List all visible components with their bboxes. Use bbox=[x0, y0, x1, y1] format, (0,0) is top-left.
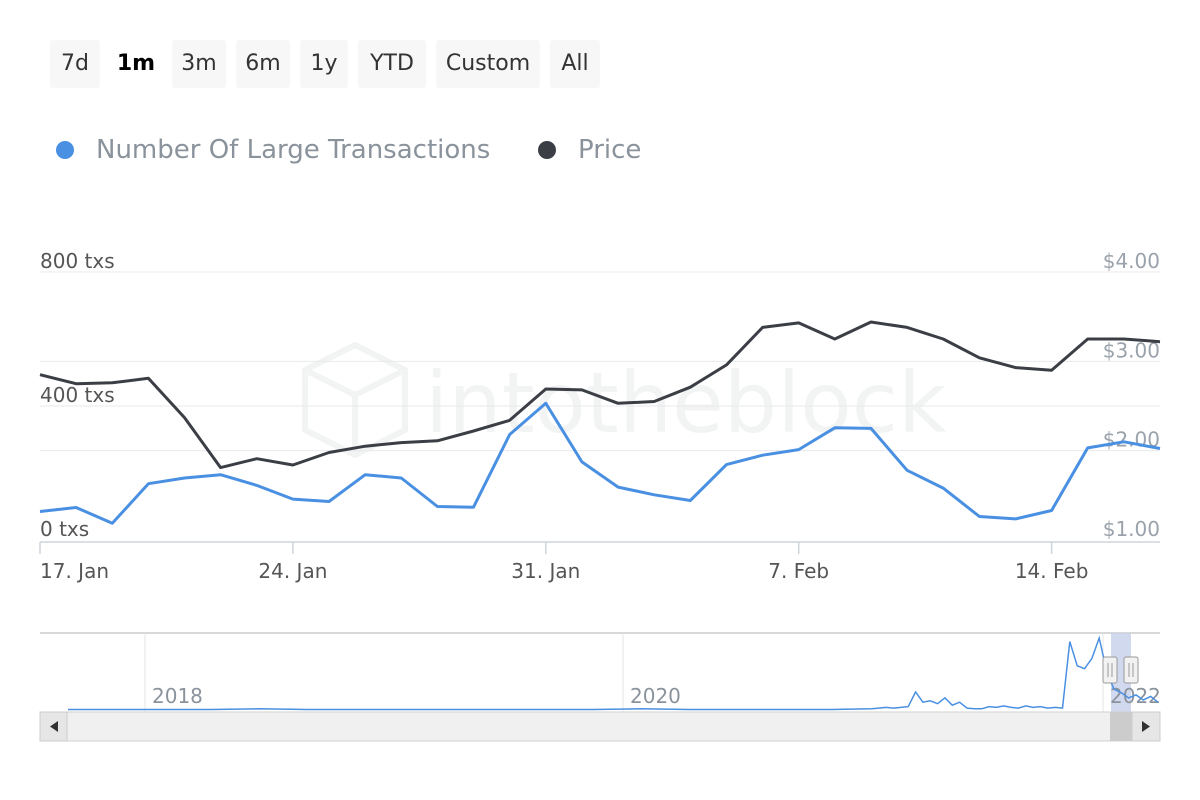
scrollbar-track[interactable] bbox=[39, 711, 1161, 742]
x-tick-label: 7. Feb bbox=[768, 559, 829, 583]
navigator-handle-left[interactable] bbox=[1102, 656, 1118, 684]
y-right-tick-label: $1.00 bbox=[1103, 517, 1160, 541]
navigator-year-2018: 2018 bbox=[152, 684, 203, 708]
x-axis: 17. Jan 24. Jan 31. Jan 7. Feb 14. Feb bbox=[39, 541, 1160, 583]
range-button-7d[interactable]: 7d bbox=[50, 40, 100, 88]
range-button-1y[interactable]: 1y bbox=[300, 40, 348, 88]
watermark-logo-icon bbox=[302, 341, 408, 459]
y-left-tick-label: 800 txs bbox=[40, 249, 115, 273]
range-button-1m[interactable]: 1m bbox=[110, 40, 162, 88]
x-tick-label: 24. Jan bbox=[258, 559, 327, 583]
navigator-series-line bbox=[68, 635, 1159, 711]
y-axis-right: $1.00$2.00$3.00$4.00 bbox=[1103, 249, 1160, 541]
legend-label-transactions: Number Of Large Transactions bbox=[96, 135, 491, 165]
range-button-custom[interactable]: Custom bbox=[436, 40, 540, 88]
y-left-tick-label: 0 txs bbox=[40, 517, 89, 541]
series-line-transactions bbox=[39, 401, 1161, 525]
range-button-all[interactable]: All bbox=[550, 40, 600, 88]
watermark-text: intotheblock bbox=[425, 354, 947, 452]
y-axis-left: 0 txs 400 txs 800 txs bbox=[40, 249, 115, 541]
range-button-6m[interactable]: 6m bbox=[236, 40, 290, 88]
legend-dot-price bbox=[538, 141, 556, 159]
series-line-price bbox=[39, 320, 1161, 470]
range-button-ytd[interactable]: YTD bbox=[358, 40, 426, 88]
x-tick-label: 14. Feb bbox=[1015, 559, 1089, 583]
arrow-right-icon bbox=[1142, 721, 1150, 732]
legend-item-transactions[interactable]: Number Of Large Transactions bbox=[56, 130, 490, 170]
y-right-tick-label: $4.00 bbox=[1103, 249, 1160, 273]
x-tick-label: 17. Jan bbox=[40, 559, 109, 583]
x-tick-label: 31. Jan bbox=[511, 559, 580, 583]
legend-dot-transactions bbox=[56, 141, 74, 159]
navigator-handle-right[interactable] bbox=[1123, 656, 1139, 684]
legend-label-price: Price bbox=[578, 135, 642, 165]
series-layer bbox=[39, 320, 1161, 525]
navigator: 2018 2020 2022 bbox=[40, 632, 1161, 713]
legend-item-price[interactable]: Price bbox=[538, 130, 641, 170]
navigator-year-2022: 2022 bbox=[1110, 684, 1161, 708]
arrow-left-icon bbox=[50, 721, 58, 732]
navigator-selected-range[interactable] bbox=[1111, 633, 1131, 713]
scrollbar-thumb[interactable] bbox=[1110, 712, 1132, 741]
navigator-year-2020: 2020 bbox=[630, 684, 681, 708]
y-left-tick-label: 400 txs bbox=[40, 383, 115, 407]
navigator-scrollbar[interactable] bbox=[39, 711, 1161, 742]
grid-lines bbox=[40, 271, 1160, 452]
watermark: intotheblock bbox=[302, 341, 947, 459]
range-button-3m[interactable]: 3m bbox=[172, 40, 226, 88]
